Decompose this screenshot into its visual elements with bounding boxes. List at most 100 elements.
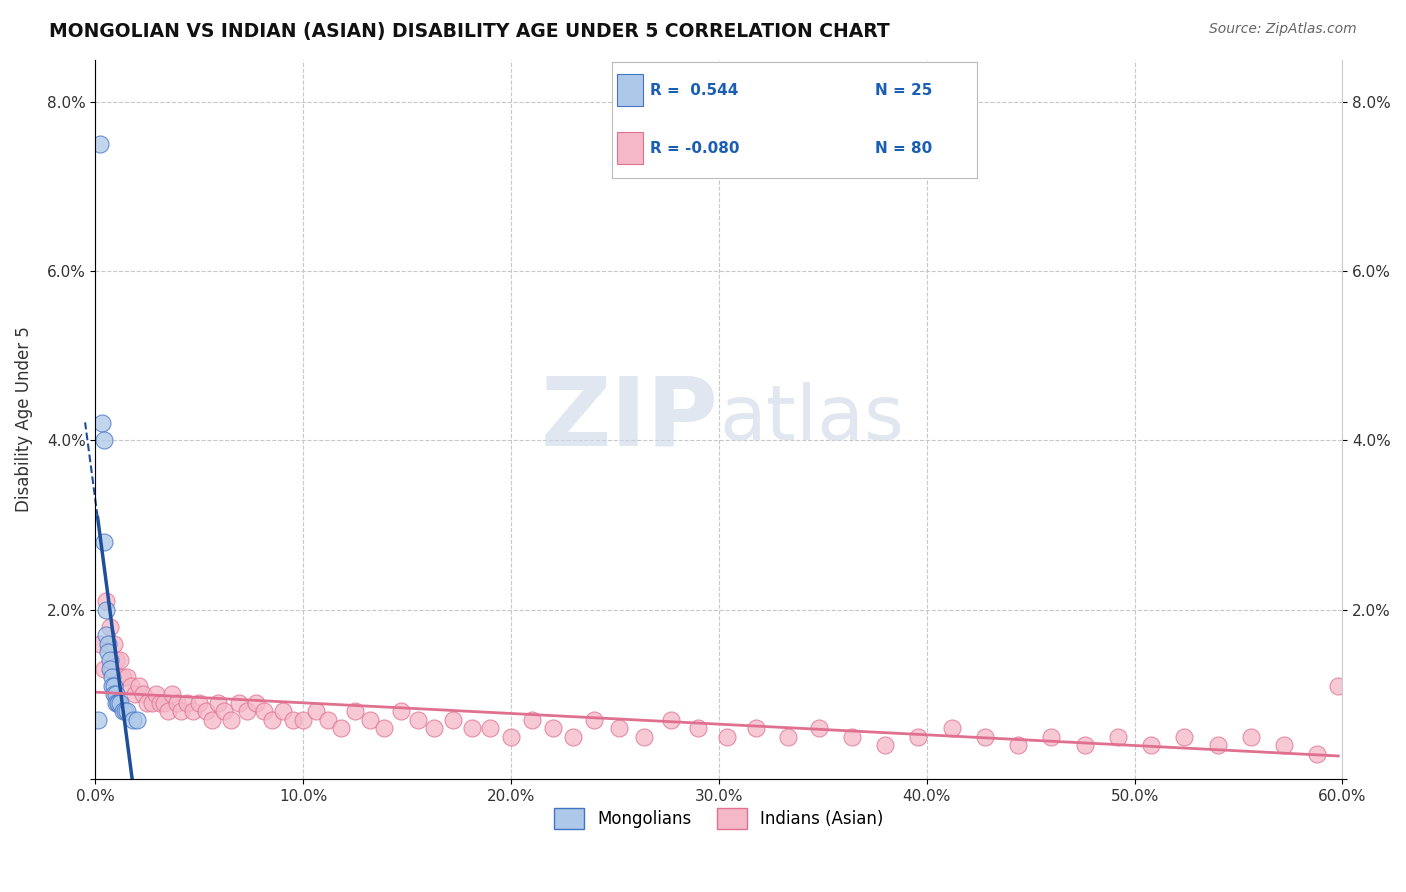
Point	[344, 704, 367, 718]
Point	[245, 696, 267, 710]
Point	[181, 704, 204, 718]
Point	[373, 721, 395, 735]
Legend: Mongolians, Indians (Asian): Mongolians, Indians (Asian)	[547, 802, 890, 835]
Point	[110, 653, 132, 667]
Point	[124, 687, 146, 701]
Point	[1140, 738, 1163, 752]
Point	[98, 619, 121, 633]
Point	[170, 704, 193, 718]
Point	[305, 704, 328, 718]
Point	[89, 636, 111, 650]
Point	[153, 696, 176, 710]
Point	[157, 704, 180, 718]
Point	[94, 628, 117, 642]
Point	[907, 730, 929, 744]
Bar	[617, 74, 643, 106]
Point	[111, 704, 134, 718]
Point	[406, 713, 429, 727]
Point	[93, 434, 115, 448]
Text: Source: ZipAtlas.com: Source: ZipAtlas.com	[1209, 22, 1357, 37]
Point	[253, 704, 276, 718]
Point	[132, 687, 155, 701]
Point	[214, 704, 236, 718]
Point	[875, 738, 897, 752]
Point	[281, 713, 304, 727]
Point	[520, 713, 543, 727]
Point	[101, 670, 124, 684]
Text: MONGOLIAN VS INDIAN (ASIAN) DISABILITY AGE UNDER 5 CORRELATION CHART: MONGOLIAN VS INDIAN (ASIAN) DISABILITY A…	[49, 22, 890, 41]
Point	[136, 696, 159, 710]
Point	[1107, 730, 1129, 744]
Text: ZIP: ZIP	[541, 373, 718, 466]
Point	[103, 679, 125, 693]
Point	[110, 696, 132, 710]
Point	[1007, 738, 1029, 752]
Point	[101, 679, 124, 693]
Point	[93, 662, 115, 676]
Point	[1173, 730, 1195, 744]
Point	[188, 696, 211, 710]
Point	[128, 679, 150, 693]
Point	[98, 653, 121, 667]
Point	[292, 713, 315, 727]
Point	[93, 535, 115, 549]
Point	[107, 696, 129, 710]
Point	[441, 713, 464, 727]
Point	[97, 636, 120, 650]
Point	[219, 713, 242, 727]
Point	[501, 730, 523, 744]
Point	[103, 687, 125, 701]
Point	[125, 713, 148, 727]
Point	[1240, 730, 1263, 744]
Point	[105, 696, 128, 710]
Point	[103, 636, 125, 650]
Point	[98, 662, 121, 676]
Point	[115, 704, 138, 718]
Point	[166, 696, 188, 710]
Point	[107, 696, 129, 710]
Point	[1327, 679, 1350, 693]
Point	[162, 687, 184, 701]
Point	[114, 704, 136, 718]
Point	[974, 730, 997, 744]
Point	[562, 730, 585, 744]
Point	[176, 696, 198, 710]
Point	[207, 696, 229, 710]
Point	[94, 594, 117, 608]
Point	[583, 713, 606, 727]
Point	[1040, 730, 1063, 744]
Point	[111, 670, 134, 684]
Point	[201, 713, 224, 727]
Point	[460, 721, 482, 735]
Point	[541, 721, 564, 735]
Point	[316, 713, 339, 727]
Point	[149, 696, 172, 710]
Point	[97, 645, 120, 659]
Point	[745, 721, 768, 735]
Point	[633, 730, 655, 744]
Text: R = -0.080: R = -0.080	[650, 141, 740, 156]
Point	[105, 687, 128, 701]
Point	[389, 704, 412, 718]
Point	[841, 730, 863, 744]
Point	[89, 137, 111, 152]
Point	[101, 662, 124, 676]
Point	[236, 704, 259, 718]
Point	[141, 696, 163, 710]
Point	[228, 696, 250, 710]
Point	[115, 670, 138, 684]
Bar	[617, 132, 643, 164]
Point	[688, 721, 710, 735]
Text: R =  0.544: R = 0.544	[650, 83, 738, 98]
Point	[1206, 738, 1229, 752]
Point	[607, 721, 630, 735]
Y-axis label: Disability Age Under 5: Disability Age Under 5	[15, 326, 32, 512]
Point	[271, 704, 294, 718]
Point	[86, 713, 108, 727]
Point	[423, 721, 446, 735]
Point	[807, 721, 830, 735]
Point	[1272, 738, 1295, 752]
Point	[120, 679, 142, 693]
Point	[1306, 747, 1329, 761]
Text: N = 80: N = 80	[875, 141, 932, 156]
